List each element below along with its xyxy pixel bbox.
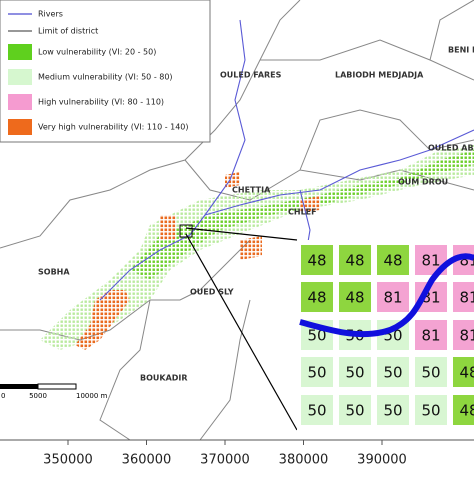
inset-value: 48 <box>383 252 402 270</box>
inset-value: 48 <box>459 402 474 420</box>
scale-bar: 0 5000 10000 m <box>0 383 107 400</box>
scale-segment <box>0 384 38 389</box>
place-name: CHLEF <box>288 208 317 217</box>
inset-cell <box>339 357 371 387</box>
inset-river <box>299 253 474 338</box>
legend-label: Medium vulnerability (VI: 50 - 80) <box>38 73 173 82</box>
scale-label: 5000 <box>29 392 47 400</box>
inset-cell <box>377 395 409 425</box>
place-names: BENI R OULED FARES LABIODH MEDJADJA OULED A… <box>38 46 474 383</box>
place-name: BENI R <box>448 46 474 55</box>
legend-label: Low vulnerability (VI: 20 - 50) <box>38 48 156 57</box>
inset-value: 50 <box>345 402 364 420</box>
x-tick-label: 390000 <box>357 453 407 468</box>
inset-value: 50 <box>307 327 326 345</box>
inset-value: 48 <box>307 252 326 270</box>
inset-cell <box>339 282 371 312</box>
inset-value: 81 <box>421 327 440 345</box>
inset-cell <box>339 245 371 275</box>
inset-cell <box>453 282 474 312</box>
inset-cell <box>415 357 447 387</box>
inset-value: 81 <box>459 327 474 345</box>
inset-cell <box>377 282 409 312</box>
place-name: OUM DROU <box>398 178 448 187</box>
inset-value: 48 <box>459 364 474 382</box>
inset-value: 81 <box>421 252 440 270</box>
place-name: CHETTIA <box>232 186 271 195</box>
inset-cell <box>453 357 474 387</box>
place-name: BOUKADIR <box>140 374 188 383</box>
inset-value: 50 <box>383 402 402 420</box>
inset-value: 50 <box>421 364 440 382</box>
inset-value: 81 <box>459 289 474 307</box>
vulnerability-cells <box>40 145 474 350</box>
scale-segment <box>37 383 77 390</box>
place-name: LABIODH MEDJADJA <box>335 71 424 80</box>
inset-cell <box>453 320 474 350</box>
place-name: OUED SLY <box>190 288 234 297</box>
x-tick-label: 370000 <box>200 453 250 468</box>
inset-cell <box>377 245 409 275</box>
legend-box <box>0 0 211 143</box>
inset-value: 48 <box>307 289 326 307</box>
x-tick-label: 360000 <box>122 453 172 468</box>
inset-cell <box>377 357 409 387</box>
legend-swatch <box>8 44 32 60</box>
legend-swatch <box>8 69 32 85</box>
x-tick-label: 350000 <box>43 453 93 468</box>
legend: Rivers Limit of district Low vulnerabili… <box>0 0 211 143</box>
inset-cell <box>301 395 333 425</box>
inset-cell <box>301 357 333 387</box>
place-name: OULED ABBES <box>428 144 474 153</box>
scale-label: 0 <box>1 392 5 400</box>
inset-cell <box>301 282 333 312</box>
inset-value: 50 <box>383 364 402 382</box>
legend-label: Very high vulnerability (VI: 110 - 140) <box>38 123 189 132</box>
scale-label: 10000 m <box>76 392 107 400</box>
legend-label: Rivers <box>38 10 63 19</box>
district-boundaries <box>0 0 474 441</box>
inset-value: 81 <box>383 289 402 307</box>
x-axis: 350000 360000 370000 380000 390000 <box>43 440 407 468</box>
inset-value: 50 <box>345 364 364 382</box>
inset-cell <box>301 245 333 275</box>
inset-cell <box>453 395 474 425</box>
inset-value: 48 <box>345 252 364 270</box>
place-name: SOBHA <box>38 268 70 277</box>
inset-value: 50 <box>421 402 440 420</box>
inset-cell <box>339 395 371 425</box>
legend-label: Limit of district <box>38 27 98 36</box>
inset-cell <box>415 395 447 425</box>
legend-label: High vulnerability (VI: 80 - 110) <box>38 98 164 107</box>
inset-value: 50 <box>307 364 326 382</box>
x-tick-label: 380000 <box>279 453 329 468</box>
inset-value: 50 <box>307 402 326 420</box>
inset-cell <box>453 245 474 275</box>
legend-swatch <box>8 94 32 110</box>
zoom-box <box>179 224 193 238</box>
place-name: OULED FARES <box>220 71 282 80</box>
legend-swatch <box>8 119 32 135</box>
inset-cell <box>415 320 447 350</box>
zoom-lines <box>185 227 298 431</box>
inset-value: 48 <box>345 289 364 307</box>
